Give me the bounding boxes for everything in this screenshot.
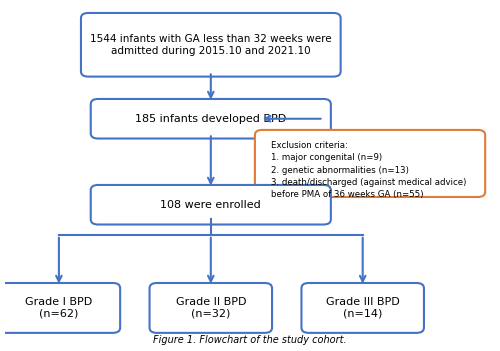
FancyBboxPatch shape (0, 283, 120, 333)
FancyBboxPatch shape (91, 185, 331, 225)
Text: 108 were enrolled: 108 were enrolled (160, 200, 261, 210)
Text: Exclusion criteria:
1. major congenital (n=9)
2. genetic abnormalities (n=13)
3.: Exclusion criteria: 1. major congenital … (271, 141, 466, 199)
FancyBboxPatch shape (302, 283, 424, 333)
Text: Grade I BPD
(n=62): Grade I BPD (n=62) (26, 297, 92, 319)
FancyBboxPatch shape (91, 99, 331, 139)
FancyBboxPatch shape (81, 13, 340, 77)
FancyBboxPatch shape (255, 130, 485, 197)
Text: Grade II BPD
(n=32): Grade II BPD (n=32) (176, 297, 246, 319)
Text: 185 infants developed BPD: 185 infants developed BPD (135, 114, 286, 124)
Text: Figure 1. Flowchart of the study cohort.: Figure 1. Flowchart of the study cohort. (153, 335, 347, 345)
FancyBboxPatch shape (150, 283, 272, 333)
Text: 1544 infants with GA less than 32 weeks were
admitted during 2015.10 and 2021.10: 1544 infants with GA less than 32 weeks … (90, 34, 332, 55)
Text: Grade III BPD
(n=14): Grade III BPD (n=14) (326, 297, 400, 319)
